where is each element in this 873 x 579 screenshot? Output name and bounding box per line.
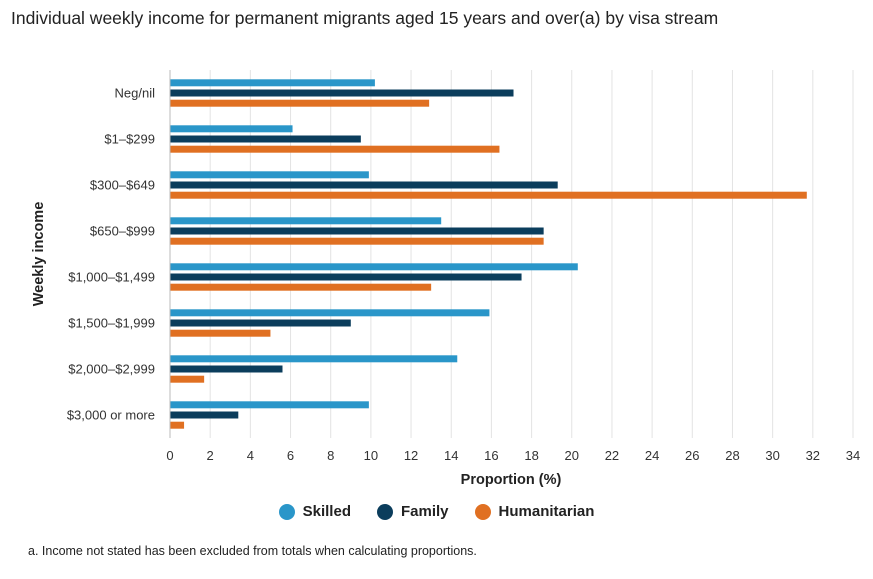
y-axis-label: Weekly income — [31, 202, 47, 307]
x-tick-label: 4 — [247, 448, 254, 463]
bar-skilled-0 — [170, 79, 375, 87]
bar-family-0 — [170, 89, 514, 97]
x-tick-label: 32 — [806, 448, 820, 463]
legend-item-skilled[interactable]: Skilled — [278, 503, 351, 520]
x-tick-label: 0 — [166, 448, 173, 463]
y-tick-label: $3,000 or more — [67, 408, 155, 423]
x-tick-label: 10 — [364, 448, 378, 463]
x-tick-label: 6 — [287, 448, 294, 463]
legend-item-humanitarian[interactable]: Humanitarian — [474, 503, 595, 520]
legend-label: Family — [400, 503, 449, 520]
bar-skilled-1 — [170, 125, 293, 133]
x-tick-label: 26 — [685, 448, 699, 463]
legend-item-family[interactable]: Family — [376, 503, 449, 520]
bar-humanitarian-5 — [170, 329, 271, 337]
y-tick-label: $300–$649 — [90, 178, 155, 193]
x-tick-label: 2 — [207, 448, 214, 463]
bar-family-5 — [170, 319, 351, 327]
bar-family-2 — [170, 181, 558, 189]
bar-humanitarian-0 — [170, 99, 430, 107]
bar-humanitarian-7 — [170, 421, 185, 429]
legend-label: Humanitarian — [498, 503, 595, 520]
x-tick-label: 20 — [565, 448, 579, 463]
bar-chart: 0 2 4 6 8 10 12 14 16 18 20 22 24 26 28 30 32 34Neg/nil$1… — [31, 70, 860, 488]
x-axis-label: Proportion (%) — [461, 472, 562, 488]
legend-swatch — [376, 503, 393, 520]
x-tick-label: 34 — [846, 448, 860, 463]
axes: 0 2 4 6 8 10 12 14 16 18 20 22 24 26 28 30 32 34Neg/nil$1… — [67, 70, 860, 463]
y-tick-label: $650–$999 — [90, 224, 155, 239]
bar-humanitarian-1 — [170, 145, 500, 153]
y-tick-label: $1,000–$1,499 — [68, 270, 155, 285]
bar-family-3 — [170, 227, 544, 235]
bar-humanitarian-2 — [170, 191, 807, 199]
x-tick-label: 22 — [605, 448, 619, 463]
bar-family-4 — [170, 273, 522, 281]
bar-skilled-6 — [170, 355, 458, 363]
footnote: a. Income not stated has been excluded f… — [28, 544, 477, 558]
bar-humanitarian-6 — [170, 375, 205, 383]
bar-family-7 — [170, 411, 239, 419]
bar-skilled-4 — [170, 263, 578, 271]
y-tick-label: Neg/nil — [115, 86, 156, 101]
legend-label: Skilled — [302, 503, 351, 520]
bar-skilled-7 — [170, 401, 369, 409]
bars — [170, 79, 807, 429]
y-tick-label: $1,500–$1,999 — [68, 316, 155, 331]
bar-skilled-5 — [170, 309, 490, 317]
legend-swatch — [474, 503, 491, 520]
x-tick-label: 16 — [484, 448, 498, 463]
x-tick-label: 18 — [524, 448, 538, 463]
bar-humanitarian-3 — [170, 237, 544, 245]
x-tick-label: 14 — [444, 448, 458, 463]
x-tick-label: 8 — [327, 448, 334, 463]
chart-title: Individual weekly income for permanent m… — [11, 8, 719, 28]
x-tick-label: 30 — [765, 448, 779, 463]
y-tick-label: $2,000–$2,999 — [68, 362, 155, 377]
bar-family-1 — [170, 135, 361, 143]
bar-skilled-3 — [170, 217, 442, 225]
grid-lines — [209, 70, 854, 438]
bar-humanitarian-4 — [170, 283, 432, 291]
x-tick-label: 28 — [725, 448, 739, 463]
bar-skilled-2 — [170, 171, 369, 179]
x-tick-label: 24 — [645, 448, 659, 463]
x-tick-label: 12 — [404, 448, 418, 463]
bar-family-6 — [170, 365, 283, 373]
legend-swatch — [278, 503, 295, 520]
legend: Skilled Family Humanitarian — [0, 503, 873, 520]
y-tick-label: $1–$299 — [104, 132, 155, 147]
